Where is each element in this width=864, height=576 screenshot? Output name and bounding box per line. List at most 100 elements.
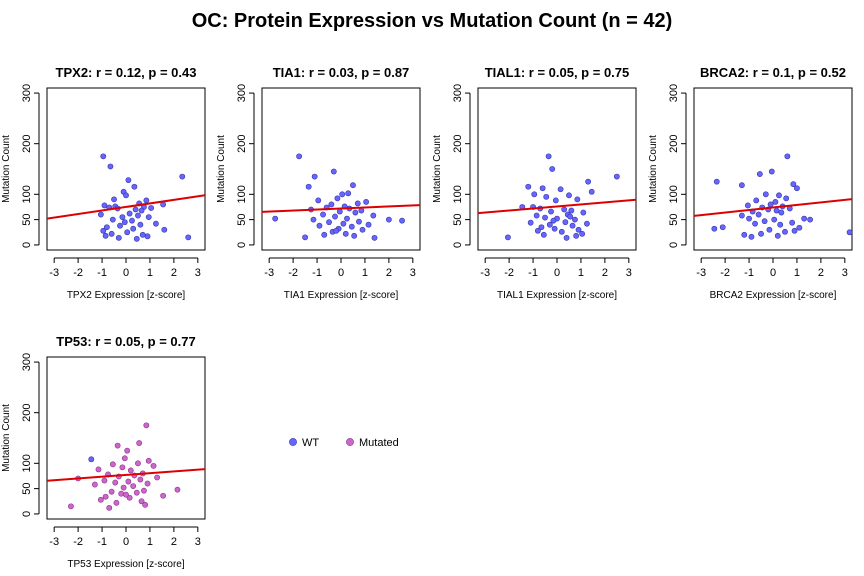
data-point: [567, 213, 574, 220]
data-point: [102, 232, 109, 239]
panel-title: TPX2: r = 0.12, p = 0.43: [56, 65, 197, 80]
data-point: [117, 222, 123, 229]
panel-title: TP53: r = 0.05, p = 0.77: [56, 334, 195, 349]
data-point: [143, 197, 150, 204]
data-point: [766, 226, 773, 233]
data-point: [588, 188, 595, 195]
data-point: [332, 213, 338, 220]
data-point: [97, 496, 104, 503]
data-point: [776, 192, 782, 199]
data-point: [161, 226, 168, 233]
data-point: [109, 216, 116, 223]
y-tick-label: 200: [21, 135, 33, 153]
data-point: [108, 230, 115, 237]
data-point: [120, 484, 127, 491]
data-point: [316, 222, 323, 229]
plot-area: [262, 153, 420, 241]
data-point: [752, 220, 758, 227]
y-tick-label: 0: [21, 242, 33, 248]
data-point: [88, 456, 95, 463]
legend-mutated-label: Mutated: [359, 437, 399, 449]
data-point: [135, 212, 141, 219]
x-tick-label: 2: [171, 267, 177, 279]
x-tick-label: 3: [410, 267, 416, 279]
data-point: [789, 219, 796, 226]
data-point: [761, 218, 768, 225]
x-tick-label: -2: [73, 536, 83, 548]
data-point: [790, 181, 797, 188]
y-tick-label: 100: [668, 185, 680, 203]
plot-frame: [693, 87, 853, 251]
y-tick-label: 100: [236, 185, 248, 203]
x-tick-label: 1: [147, 267, 153, 279]
data-point: [344, 215, 350, 222]
data-point: [794, 185, 800, 192]
y-tick-label: 200: [236, 135, 248, 153]
data-point: [568, 207, 575, 214]
data-point: [95, 466, 102, 473]
data-point: [525, 183, 532, 190]
data-point: [102, 493, 109, 500]
data-point: [135, 460, 141, 467]
y-axis-label: Mutation Count: [1, 404, 12, 472]
x-tick-label: -3: [49, 536, 59, 548]
data-point: [562, 219, 569, 226]
data-point: [783, 195, 790, 202]
data-point: [340, 220, 347, 227]
data-point: [505, 234, 511, 241]
data-point: [138, 207, 145, 214]
x-tick-label: -2: [73, 267, 83, 279]
data-point: [119, 464, 126, 471]
x-tick-label: -3: [480, 267, 490, 279]
data-point: [123, 491, 129, 498]
x-tick-label: 2: [818, 267, 824, 279]
x-axis-label: TIA1 Expression [z-score]: [284, 290, 399, 301]
data-point: [103, 224, 110, 231]
y-axis-label: Mutation Count: [216, 135, 227, 203]
data-point: [801, 215, 808, 222]
data-point: [348, 223, 355, 230]
data-point: [846, 229, 852, 236]
data-point: [138, 498, 145, 505]
data-point: [782, 228, 788, 235]
data-point: [772, 199, 779, 205]
x-tick-label: -1: [312, 267, 322, 279]
data-point: [130, 483, 137, 489]
data-point: [542, 214, 548, 221]
data-point: [121, 219, 128, 226]
x-axis-label: BRCA2 Expression [z-score]: [710, 290, 837, 301]
data-point: [334, 195, 341, 202]
data-point: [356, 218, 362, 225]
data-point: [351, 232, 358, 239]
data-point: [539, 185, 546, 192]
plot-area: [47, 153, 205, 242]
data-point: [132, 206, 139, 213]
x-tick-label: 2: [171, 536, 177, 548]
legend-mutated-marker: [346, 438, 354, 446]
data-point: [711, 225, 718, 232]
data-point: [130, 225, 137, 232]
data-point: [144, 480, 151, 487]
data-point: [531, 191, 538, 198]
data-point: [310, 216, 317, 223]
data-point: [558, 228, 565, 235]
data-point: [126, 210, 133, 217]
data-point: [365, 221, 372, 228]
data-point: [551, 225, 558, 232]
panel-title: TIA1: r = 0.03, p = 0.87: [273, 65, 410, 80]
data-point: [791, 227, 798, 234]
data-point: [584, 220, 590, 227]
data-point: [106, 504, 113, 511]
x-axis-label: TP53 Expression [z-score]: [67, 559, 184, 570]
data-point: [315, 197, 322, 204]
data-point: [545, 153, 552, 160]
y-tick-label: 100: [21, 454, 33, 472]
plot-area: [478, 153, 636, 241]
data-point: [748, 233, 755, 240]
data-point: [534, 227, 541, 234]
x-tick-label: -1: [97, 536, 107, 548]
data-point: [741, 231, 748, 238]
panel-title: BRCA2: r = 0.1, p = 0.52: [700, 65, 846, 80]
data-point: [129, 217, 135, 224]
